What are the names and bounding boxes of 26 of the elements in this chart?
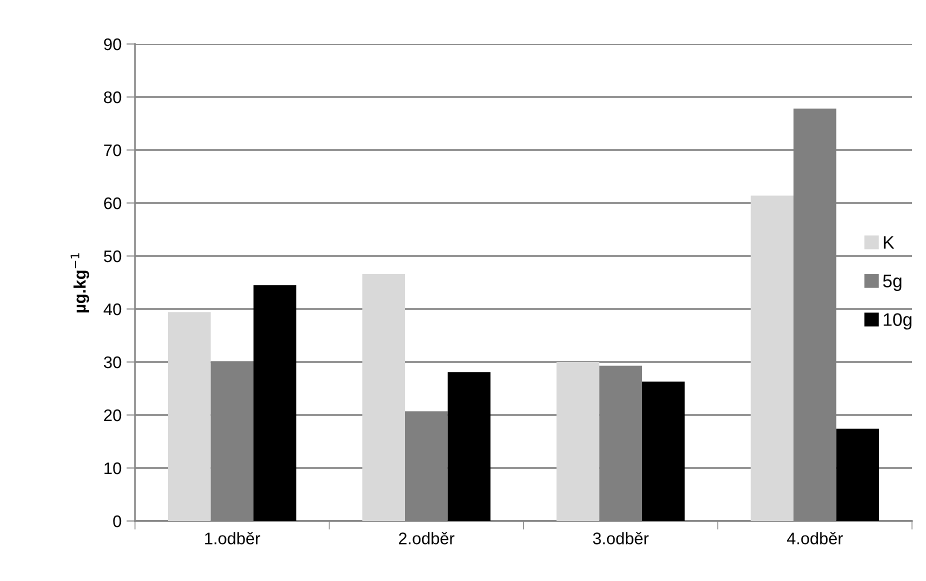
y-tick-label: 50 <box>104 250 122 262</box>
x-tick-label: 4.odběr <box>786 532 843 544</box>
x-tick-label: 1.odběr <box>205 532 260 544</box>
bar <box>836 428 879 521</box>
y-tick-label: 80 <box>104 91 122 104</box>
x-tick-label: 3.odběr <box>593 532 649 544</box>
bar <box>750 196 794 521</box>
bar <box>168 312 211 521</box>
bar <box>448 372 490 521</box>
y-axis-title: µg.kg$^{−1}$ <box>70 253 90 312</box>
y-tick-label: 20 <box>104 409 122 422</box>
y-tick-label: 10 <box>104 462 122 474</box>
bar <box>556 362 600 521</box>
y-tick-label: 40 <box>104 303 122 316</box>
y-tick-label: 30 <box>104 356 122 368</box>
bar <box>253 285 296 521</box>
bar <box>362 274 406 521</box>
y-tick-label: 90 <box>104 38 122 50</box>
bar <box>642 382 685 521</box>
legend-label: 10g <box>884 313 912 330</box>
y-tick-label: 60 <box>104 197 122 210</box>
x-tick-label: 2.odběr <box>398 532 454 544</box>
legend-label: K <box>884 236 894 249</box>
y-tick-label: 0 <box>113 515 122 528</box>
legend-label: 5g <box>883 274 902 291</box>
y-tick-label: 70 <box>104 144 122 156</box>
